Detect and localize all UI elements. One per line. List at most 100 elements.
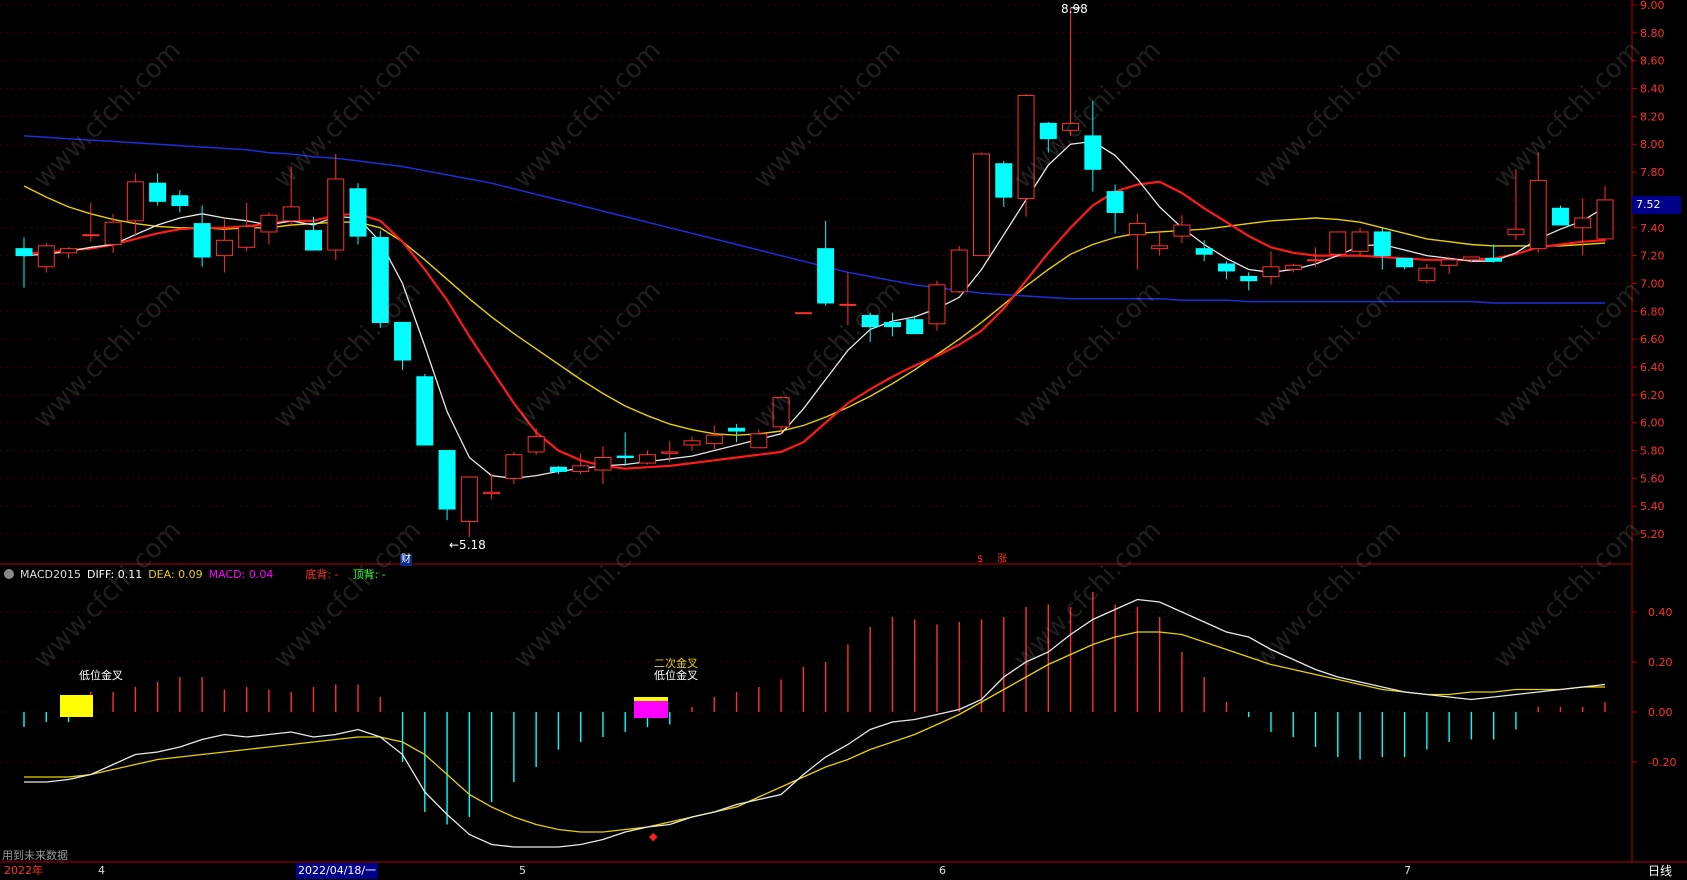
golden-cross-diamond: ◆ [649, 830, 658, 843]
indicator-menu-icon[interactable] [4, 569, 14, 579]
candle-body [1284, 264, 1302, 271]
candle [1329, 231, 1347, 256]
candle [37, 243, 55, 273]
candle-body [1329, 231, 1347, 255]
price-tick-label: 7.40 [1640, 222, 1665, 235]
date-month-6[interactable]: 6 [939, 864, 946, 877]
macd-tick-label: 0.20 [1648, 656, 1673, 669]
candle-body [638, 454, 656, 464]
candle [1551, 205, 1569, 226]
candle-body [171, 195, 189, 206]
dea-label: DEA: 0.09 [148, 567, 203, 581]
top-divergence-label: 顶背: - [352, 568, 386, 581]
candle [1440, 257, 1458, 274]
candle-body [1485, 257, 1503, 262]
price-panel[interactable] [0, 4, 1632, 537]
candle-body [149, 182, 167, 202]
price-tick-label: 7.20 [1640, 250, 1665, 263]
candle [1485, 244, 1503, 263]
selected-date[interactable]: 2022/04/18/一 [296, 863, 379, 879]
candle [616, 432, 634, 466]
low-cross-marker-2 [634, 701, 668, 718]
candle [661, 440, 679, 462]
financial-report-marker[interactable]: 财 [400, 554, 412, 566]
candle [282, 166, 300, 227]
candle [349, 183, 367, 245]
macd-tick-label: -0.20 [1648, 756, 1676, 769]
candle [1351, 227, 1369, 258]
low-cross-marker-1 [60, 695, 93, 717]
candle-body [126, 181, 144, 222]
candle [883, 312, 901, 337]
candle-body [1240, 276, 1258, 282]
dividend-marker[interactable]: $ [977, 554, 984, 565]
ma-blue-line [23, 135, 1605, 304]
price-tick-label: 5.20 [1640, 528, 1665, 541]
price-tick-label: 5.40 [1640, 500, 1665, 513]
candle-body [1217, 263, 1235, 272]
candle [750, 429, 768, 449]
indicator-name[interactable]: MACD2015 [20, 567, 81, 581]
date-year[interactable]: 2022年 [4, 864, 43, 877]
candle-body [1128, 223, 1146, 236]
candle-body [1262, 266, 1280, 277]
candle [15, 237, 33, 288]
macd-label: MACD: 0.04 [208, 567, 274, 581]
low-price-label: ←5.18 [449, 538, 486, 552]
price-tick-label: 5.60 [1640, 472, 1665, 485]
candle [371, 230, 389, 329]
date-axis-bar[interactable]: 2022年 4 2022/04/18/一 5 6 7 [0, 862, 1687, 880]
candle [527, 428, 545, 455]
candle-body [1440, 259, 1458, 266]
price-tick-label: 8.20 [1640, 110, 1665, 123]
candle-body [60, 248, 78, 254]
candle [327, 153, 345, 260]
price-tick-label: 9.00 [1640, 0, 1665, 12]
candle [82, 202, 100, 242]
candle [950, 245, 968, 294]
candle [1151, 230, 1169, 256]
candle-body [995, 163, 1013, 198]
candle [1507, 169, 1525, 241]
date-month-4[interactable]: 4 [98, 864, 105, 877]
candle-body [1039, 122, 1057, 140]
candle [1396, 257, 1414, 270]
candle-body [483, 491, 501, 495]
candle [505, 451, 523, 484]
candle [260, 212, 278, 245]
candle [928, 280, 946, 331]
candle-body [705, 434, 723, 445]
candle [1418, 263, 1436, 284]
price-tick-label: 7.80 [1640, 166, 1665, 179]
limit-up-marker[interactable]: 涨 [997, 554, 1007, 565]
candle [549, 465, 567, 475]
candle-body [82, 234, 100, 237]
candle [171, 190, 189, 213]
candle-body [1173, 224, 1191, 237]
candle-body [572, 465, 590, 472]
diff-line [24, 598, 1606, 848]
candle-body [861, 314, 879, 328]
candle-body [460, 476, 478, 523]
candle-body [1507, 228, 1525, 236]
frequency-label[interactable]: 日线 [1647, 864, 1672, 878]
candle-body [1596, 199, 1614, 240]
candle [416, 373, 434, 446]
candle [1307, 247, 1325, 267]
price-tick-label: 8.00 [1640, 138, 1665, 151]
indicator-header[interactable]: MACD2015 DIFF: 0.11 DEA: 0.09 MACD: 0.04… [0, 566, 386, 582]
candle-body [438, 450, 456, 510]
macd-tick-label: 0.40 [1648, 606, 1673, 619]
candle [1128, 213, 1146, 270]
price-tick-label: 8.60 [1640, 55, 1665, 68]
candle [394, 321, 412, 370]
candle-body [950, 249, 968, 293]
price-tick-label: 8.80 [1640, 27, 1665, 40]
date-month-7[interactable]: 7 [1404, 864, 1411, 877]
date-month-5[interactable]: 5 [519, 864, 526, 877]
macd-panel[interactable] [0, 592, 1632, 848]
candle-body [594, 457, 612, 471]
candle-body [371, 237, 389, 323]
candle-body [1551, 207, 1569, 226]
